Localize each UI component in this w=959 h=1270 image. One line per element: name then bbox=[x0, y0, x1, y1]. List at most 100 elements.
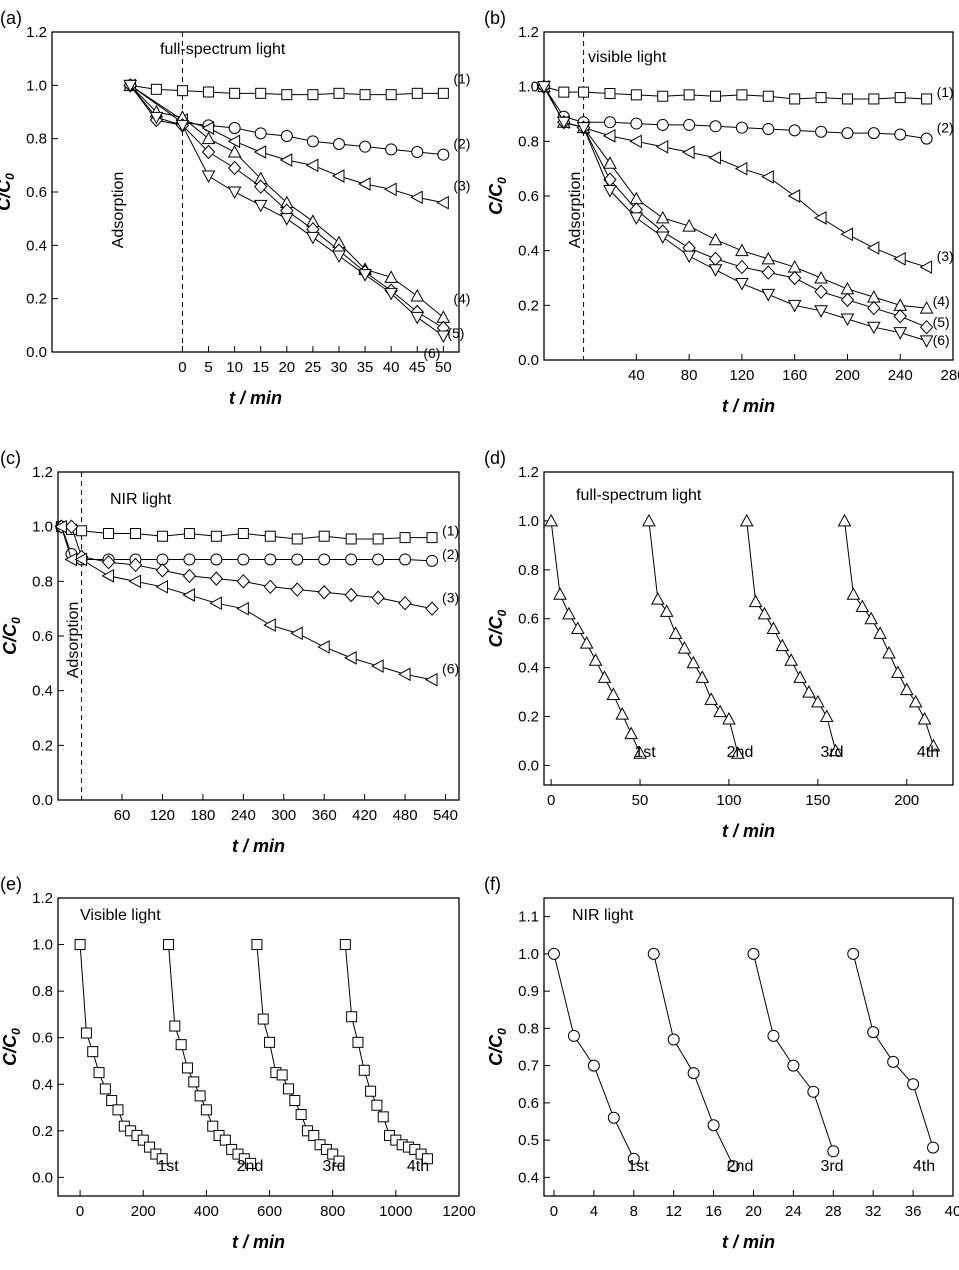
data-point bbox=[629, 212, 644, 225]
data-point bbox=[210, 553, 223, 566]
data-point bbox=[358, 1064, 370, 1076]
panel-label: (b) bbox=[484, 8, 506, 28]
data-point bbox=[735, 259, 749, 275]
data-point bbox=[873, 626, 887, 639]
data-point bbox=[331, 169, 345, 183]
data-point bbox=[920, 132, 933, 145]
y-tick-label: 0.8 bbox=[518, 133, 539, 150]
data-point bbox=[264, 553, 277, 566]
data-point bbox=[607, 1111, 620, 1124]
series-end-label: (4) bbox=[933, 293, 950, 309]
data-point bbox=[201, 170, 216, 184]
data-point bbox=[175, 1039, 187, 1051]
series-1st bbox=[74, 939, 168, 1165]
data-point bbox=[183, 528, 195, 539]
x-tick-label: 80 bbox=[681, 367, 698, 384]
data-point bbox=[318, 553, 331, 566]
x-tick-label: 480 bbox=[393, 807, 418, 824]
data-point bbox=[263, 618, 276, 632]
data-point bbox=[155, 579, 168, 594]
data-point bbox=[385, 89, 397, 101]
series-line bbox=[543, 86, 927, 140]
data-point bbox=[695, 670, 710, 683]
data-point bbox=[306, 135, 319, 148]
data-point bbox=[683, 118, 696, 131]
y-tick-label: 0.0 bbox=[32, 792, 53, 809]
data-point bbox=[603, 116, 616, 129]
data-point bbox=[175, 119, 190, 133]
data-point bbox=[101, 554, 116, 570]
series-6: (6) bbox=[123, 79, 451, 361]
x-tick-label: 420 bbox=[352, 807, 377, 824]
y-tick-label: 1.2 bbox=[518, 464, 539, 481]
data-point bbox=[840, 281, 855, 295]
x-axis-label: t / min bbox=[232, 1232, 285, 1252]
x-tick-label: 24 bbox=[785, 1203, 802, 1220]
data-point bbox=[74, 939, 86, 951]
data-point bbox=[867, 1026, 880, 1039]
data-point bbox=[306, 231, 320, 245]
data-point bbox=[814, 211, 827, 225]
y-tick-label: 1.2 bbox=[26, 24, 47, 41]
series-end-label: (3) bbox=[442, 590, 459, 606]
data-point bbox=[667, 1033, 680, 1046]
y-tick-label: 0.6 bbox=[32, 628, 53, 645]
data-point bbox=[236, 574, 251, 589]
chart-panel-b: (b) 0.0 0.2 0.4 0.6 0.8 1.0 1.2 40 80 120 160 200 240… bbox=[484, 8, 959, 416]
data-point bbox=[887, 1055, 900, 1068]
x-tick-label: 0 bbox=[550, 1203, 558, 1220]
data-point bbox=[437, 87, 449, 99]
data-point bbox=[276, 1069, 288, 1081]
data-point bbox=[317, 585, 331, 600]
data-point bbox=[847, 947, 860, 960]
data-point bbox=[227, 186, 242, 200]
series-end-label: (2) bbox=[453, 136, 470, 152]
data-point bbox=[359, 140, 372, 153]
chart-panel-a: (a) 0.0 0.2 0.4 0.6 0.8 1.0 1.2 0 5 10 15 20 25 30 35 40… bbox=[0, 8, 470, 408]
data-point bbox=[436, 195, 449, 210]
data-point bbox=[570, 621, 585, 634]
series-4th bbox=[837, 513, 941, 752]
data-point bbox=[181, 1062, 193, 1074]
data-point bbox=[201, 131, 216, 145]
data-point bbox=[633, 746, 647, 759]
data-point bbox=[333, 87, 345, 99]
x-tick-label: 240 bbox=[888, 367, 913, 384]
chart-panel-c: (c) 0.0 0.2 0.4 0.6 0.8 1.0 1.2 60 120 180 240 300 36… bbox=[0, 448, 460, 856]
series-line bbox=[543, 86, 927, 268]
data-point bbox=[411, 146, 424, 158]
data-point bbox=[907, 1078, 920, 1091]
light-condition-label: full-spectrum light bbox=[576, 487, 702, 504]
data-point bbox=[437, 148, 450, 161]
data-point bbox=[642, 513, 656, 527]
data-point bbox=[710, 90, 722, 102]
data-point bbox=[156, 530, 168, 542]
data-point bbox=[747, 947, 760, 960]
data-point bbox=[263, 579, 277, 595]
x-tick-label: 40 bbox=[945, 1203, 959, 1220]
data-point bbox=[426, 554, 439, 567]
data-point bbox=[811, 694, 825, 708]
data-point bbox=[264, 530, 276, 542]
y-tick-label: 1.2 bbox=[32, 464, 53, 481]
data-point bbox=[730, 746, 745, 759]
x-axis-label: t / min bbox=[722, 1232, 775, 1252]
data-point bbox=[291, 553, 304, 566]
x-tick-label: 60 bbox=[114, 807, 131, 824]
data-point bbox=[209, 571, 224, 586]
data-point bbox=[722, 711, 736, 725]
cycle-label: 2nd bbox=[727, 744, 754, 761]
x-tick-label: 50 bbox=[435, 359, 452, 376]
data-point bbox=[237, 553, 250, 566]
data-point bbox=[802, 685, 816, 698]
data-point bbox=[106, 1095, 118, 1107]
data-point bbox=[398, 667, 411, 682]
data-point bbox=[787, 270, 802, 286]
data-point bbox=[919, 260, 933, 274]
series-4th bbox=[847, 947, 940, 1154]
data-point bbox=[761, 265, 775, 280]
data-point bbox=[227, 144, 242, 158]
data-point bbox=[282, 1083, 294, 1095]
data-point bbox=[624, 726, 638, 740]
data-point bbox=[846, 587, 861, 600]
